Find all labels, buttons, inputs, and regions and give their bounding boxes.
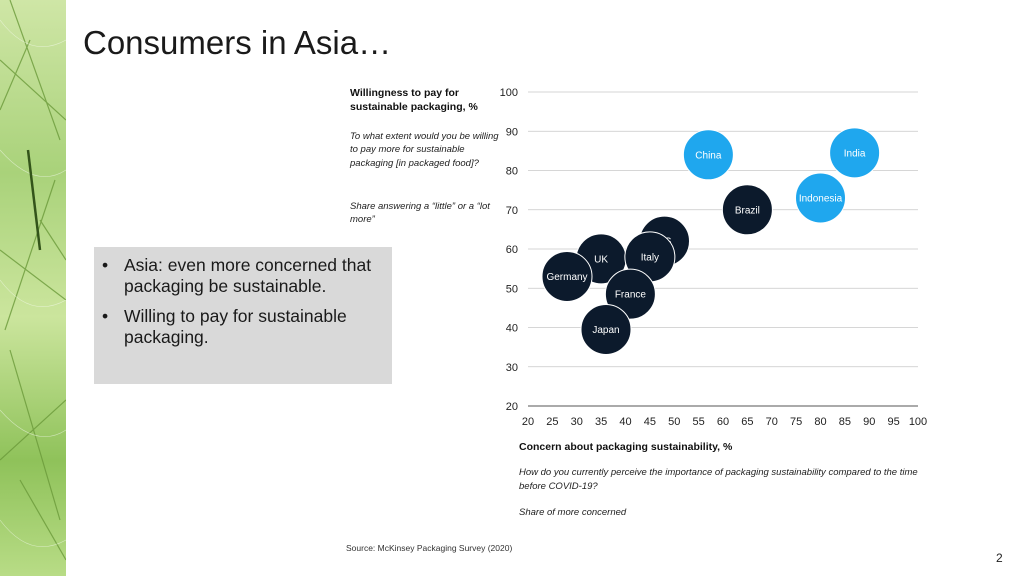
bubble-label: India: [844, 148, 866, 159]
y-tick-label: 100: [500, 87, 518, 99]
x-axis-question: How do you currently perceive the import…: [519, 467, 918, 492]
bubble-label: Japan: [592, 325, 619, 336]
bullet-dot-icon: •: [102, 306, 109, 326]
x-tick-label: 45: [644, 416, 656, 428]
x-tick-label: 65: [741, 416, 753, 428]
y-tick-label: 30: [506, 362, 518, 374]
bullet-list: • Asia: even more concerned that packagin…: [94, 247, 392, 348]
bubble-label: Brazil: [735, 205, 760, 216]
bubble-label: China: [695, 150, 722, 161]
bubble-label: Germany: [546, 272, 587, 283]
y-tick-label: 50: [506, 283, 518, 295]
x-tick-label: 95: [888, 416, 900, 428]
x-tick-label: 50: [668, 416, 680, 428]
bubble-label: Italy: [641, 252, 659, 263]
x-tick-label: 70: [766, 416, 778, 428]
x-tick-label: 90: [863, 416, 875, 428]
bullet-dot-icon: •: [102, 255, 109, 275]
y-tick-label: 70: [506, 205, 518, 217]
bullet-item: • Willing to pay for sustainable packagin…: [102, 306, 382, 348]
leaf-background-strip: [0, 0, 66, 576]
bubble-india: [829, 127, 881, 179]
x-tick-label: 30: [571, 416, 583, 428]
slide-title: Consumers in Asia…: [83, 24, 392, 61]
bullet-text: Willing to pay for sustainable packaging…: [124, 306, 347, 347]
x-tick-label: 100: [909, 416, 927, 428]
source-note: Source: McKinsey Packaging Survey (2020): [346, 543, 513, 553]
page-number: 2: [996, 551, 1003, 565]
bubble-label: UK: [594, 254, 608, 265]
y-tick-label: 40: [506, 323, 518, 335]
x-tick-label: 80: [814, 416, 826, 428]
y-tick-label: 60: [506, 244, 518, 256]
bubble-france: [604, 268, 656, 320]
y-tick-label: 90: [506, 126, 518, 138]
bubble-germany: [541, 250, 593, 302]
y-axis-question: To what extent would you be willing to p…: [350, 131, 499, 169]
x-tick-label: 40: [619, 416, 631, 428]
x-axis-share-note: Share of more concerned: [519, 507, 627, 518]
x-tick-label: 85: [839, 416, 851, 428]
x-tick-label: 60: [717, 416, 729, 428]
bullet-text: Asia: even more concerned that packaging…: [124, 255, 372, 296]
bullet-box: • Asia: even more concerned that packagin…: [94, 247, 392, 384]
leaf-vein-pattern: [0, 0, 66, 561]
bubble-japan: [580, 303, 632, 355]
x-axis-title: Concern about packaging sustainability, …: [519, 441, 733, 453]
bubble-indonesia: [795, 172, 846, 224]
x-tick-label: 55: [693, 416, 705, 428]
y-tick-label: 80: [506, 166, 518, 178]
x-tick-label: 25: [546, 416, 558, 428]
x-tick-label: 20: [522, 416, 534, 428]
scatter-chart: 20 30 40 50 60 70 80 90 100 20 25 30 35 40 45 50 55 60 65 7…: [500, 87, 928, 428]
x-tick-label: 75: [790, 416, 802, 428]
bubble-brazil: [721, 184, 773, 236]
y-axis-share-note: Share answering a “little” or a “lot mor…: [350, 201, 490, 226]
bubble-label: Indonesia: [799, 193, 843, 204]
bubble-china: [682, 129, 734, 181]
bubble-label: France: [615, 290, 647, 301]
x-tick-label: 35: [595, 416, 607, 428]
y-axis-title: Willingness to pay for sustainable packa…: [350, 87, 478, 113]
y-tick-label: 20: [506, 401, 518, 413]
bullet-item: • Asia: even more concerned that packagin…: [102, 255, 382, 297]
